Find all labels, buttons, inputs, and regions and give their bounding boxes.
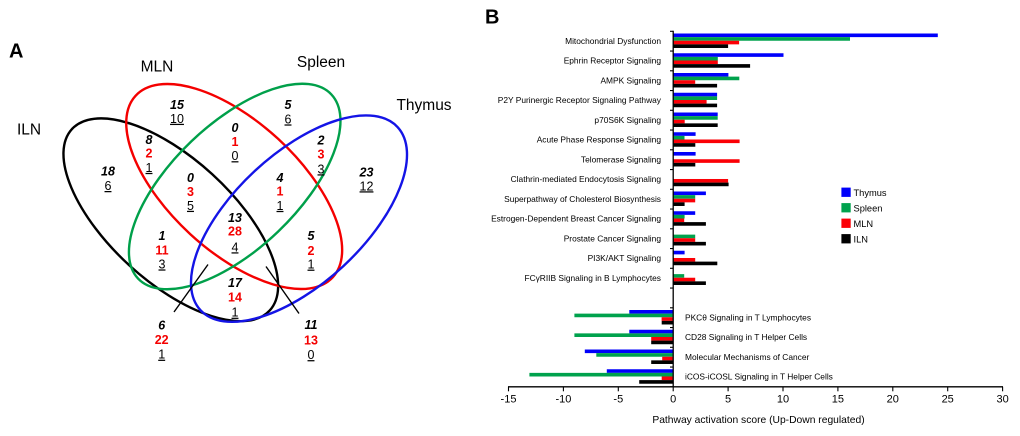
- svg-text:11: 11: [155, 243, 168, 257]
- svg-text:13: 13: [228, 211, 242, 225]
- svg-text:-5: -5: [613, 393, 623, 405]
- svg-text:2: 2: [146, 147, 153, 161]
- svg-text:1: 1: [277, 185, 284, 199]
- svg-text:1: 1: [158, 348, 165, 362]
- svg-text:28: 28: [228, 225, 242, 239]
- svg-text:PKCθ Signaling in T Lymphocyte: PKCθ Signaling in T Lymphocytes: [685, 312, 811, 322]
- svg-text:6: 6: [285, 112, 292, 126]
- svg-text:Clathrin-mediated Endocytosis: Clathrin-mediated Endocytosis Signaling: [511, 174, 662, 184]
- svg-text:ILN: ILN: [17, 121, 41, 138]
- svg-text:P2Y Purinergic Receptor Signal: P2Y Purinergic Receptor Signaling Pathwa…: [498, 95, 662, 105]
- svg-text:AMPK Signaling: AMPK Signaling: [600, 75, 661, 85]
- svg-text:Spleen: Spleen: [297, 54, 345, 71]
- svg-text:A: A: [9, 41, 23, 63]
- svg-text:CD28 Signaling in T Helper Cel: CD28 Signaling in T Helper Cells: [685, 332, 807, 342]
- svg-text:Acute Phase Response Signaling: Acute Phase Response Signaling: [537, 135, 662, 145]
- svg-text:5: 5: [725, 393, 731, 405]
- svg-text:11: 11: [305, 318, 318, 332]
- svg-text:0: 0: [232, 149, 239, 163]
- svg-text:2: 2: [317, 134, 325, 148]
- svg-text:25: 25: [942, 393, 954, 405]
- svg-text:4: 4: [232, 240, 239, 254]
- svg-text:5: 5: [308, 229, 316, 243]
- svg-text:4: 4: [276, 171, 284, 185]
- svg-text:18: 18: [101, 165, 115, 179]
- svg-text:30: 30: [996, 393, 1008, 405]
- svg-text:10: 10: [170, 112, 184, 126]
- svg-text:iCOS-iCOSL Signaling in T Help: iCOS-iCOSL Signaling in T Helper Cells: [685, 372, 833, 382]
- svg-text:3: 3: [187, 185, 194, 199]
- svg-text:-10: -10: [555, 393, 571, 405]
- svg-text:Prostate Cancer Signaling: Prostate Cancer Signaling: [564, 233, 662, 243]
- svg-text:Ephrin Receptor Signaling: Ephrin Receptor Signaling: [564, 56, 662, 66]
- svg-text:2: 2: [308, 244, 315, 258]
- svg-text:FCγRIIB Signaling in B Lymphoc: FCγRIIB Signaling in B Lymphocytes: [524, 273, 661, 283]
- svg-text:-15: -15: [501, 393, 517, 405]
- svg-text:12: 12: [360, 179, 374, 193]
- svg-text:20: 20: [887, 393, 899, 405]
- svg-text:8: 8: [146, 133, 153, 147]
- svg-text:Molecular Mechanisms of Cancer: Molecular Mechanisms of Cancer: [685, 352, 809, 362]
- svg-text:1: 1: [308, 258, 315, 272]
- svg-text:MLN: MLN: [141, 59, 174, 76]
- svg-text:22: 22: [155, 333, 169, 347]
- svg-text:Mitochondrial Dysfunction: Mitochondrial Dysfunction: [565, 36, 661, 46]
- svg-text:Spleen: Spleen: [854, 203, 883, 213]
- svg-text:1: 1: [146, 161, 153, 175]
- svg-text:14: 14: [228, 291, 242, 305]
- svg-text:MLN: MLN: [854, 219, 874, 229]
- svg-text:1: 1: [277, 199, 284, 213]
- svg-text:Thymus: Thymus: [854, 188, 887, 198]
- svg-text:6: 6: [158, 319, 166, 333]
- svg-text:3: 3: [318, 148, 325, 162]
- svg-text:0: 0: [670, 393, 676, 405]
- svg-text:1: 1: [232, 306, 239, 320]
- svg-text:23: 23: [359, 166, 374, 180]
- svg-text:B: B: [485, 7, 499, 29]
- svg-text:Estrogen-Dependent Breast Canc: Estrogen-Dependent Breast Cancer Signali…: [491, 214, 661, 224]
- svg-text:ILN: ILN: [854, 234, 868, 244]
- svg-text:6: 6: [105, 179, 112, 193]
- svg-text:17: 17: [228, 276, 243, 290]
- svg-text:0: 0: [232, 121, 239, 135]
- svg-text:3: 3: [159, 257, 166, 271]
- svg-text:Superpathway of Cholesterol Bi: Superpathway of Cholesterol Biosynthesis: [504, 194, 661, 204]
- svg-text:0: 0: [308, 348, 315, 362]
- svg-text:15: 15: [832, 393, 844, 405]
- svg-text:Thymus: Thymus: [396, 97, 451, 114]
- svg-text:13: 13: [304, 334, 318, 348]
- svg-text:5: 5: [187, 199, 194, 213]
- svg-text:15: 15: [170, 98, 185, 112]
- svg-text:1: 1: [159, 229, 166, 243]
- svg-text:10: 10: [777, 393, 789, 405]
- svg-text:5: 5: [285, 98, 293, 112]
- svg-text:0: 0: [187, 171, 194, 185]
- svg-text:p70S6K Signaling: p70S6K Signaling: [594, 115, 661, 125]
- svg-text:PI3K/AKT Signaling: PI3K/AKT Signaling: [588, 253, 662, 263]
- svg-text:1: 1: [232, 135, 239, 149]
- svg-text:Pathway activation score (Up-D: Pathway activation score (Up-Down regula…: [652, 415, 864, 426]
- svg-text:3: 3: [318, 162, 325, 176]
- svg-text:Telomerase Signaling: Telomerase Signaling: [581, 154, 661, 164]
